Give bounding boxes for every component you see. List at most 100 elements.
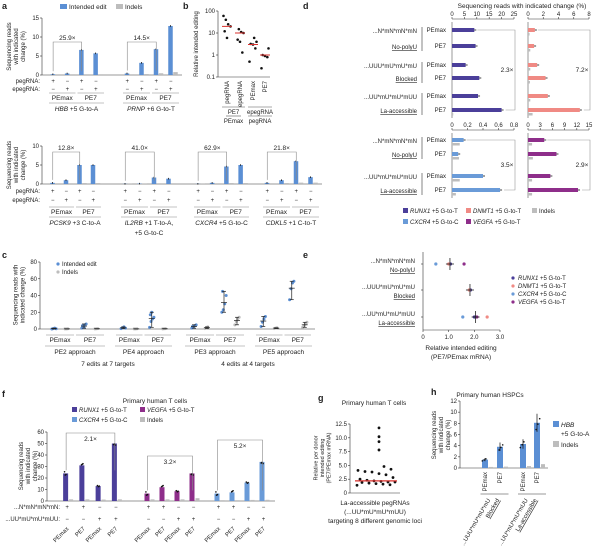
bar-indels xyxy=(452,99,453,102)
editor-label: PE7 xyxy=(152,337,165,344)
legend-swatch xyxy=(403,219,408,224)
data-point-CXCR4 xyxy=(461,315,465,319)
sign: + xyxy=(217,505,221,511)
data-point xyxy=(267,47,270,50)
bar-indels xyxy=(528,157,533,160)
data-point xyxy=(377,472,381,476)
bar-indels xyxy=(452,33,453,36)
bar-intended-edit xyxy=(63,473,69,501)
target-label: Indels xyxy=(147,418,163,424)
editor-label: PE7 xyxy=(435,188,447,194)
bar-indels xyxy=(220,500,225,501)
sign: + xyxy=(152,189,156,195)
gene-name: DNMT1 xyxy=(473,209,494,215)
y-tick-label: 1 xyxy=(212,53,216,59)
sign: + xyxy=(64,198,68,204)
y-tick-label: 10 xyxy=(32,35,39,41)
bar-indels xyxy=(101,499,106,501)
sign: − xyxy=(162,517,166,523)
y-tick-label: 0 xyxy=(344,491,348,497)
sign: − xyxy=(140,79,144,85)
sign: − xyxy=(262,505,266,511)
editor-label: PE7 xyxy=(84,337,97,344)
fold-change-label: 21.8× xyxy=(274,145,291,152)
data-point xyxy=(381,482,385,486)
bar-intended-edit xyxy=(189,473,195,501)
data-point xyxy=(225,36,229,40)
approach-label: PE3 approach xyxy=(194,349,236,356)
y-tick-label: 5 xyxy=(36,54,40,60)
replicate-point xyxy=(245,481,248,483)
sign: + xyxy=(196,189,200,195)
x-tick-label: 0 xyxy=(450,12,454,18)
x-axis-label: Relative intended editing xyxy=(425,345,497,352)
sign: + xyxy=(247,517,251,523)
row-label: epegRNA: xyxy=(12,87,40,93)
y-axis-label: Sequencing readswith indicatedchange (%) xyxy=(7,141,27,189)
bar-indels xyxy=(528,68,531,71)
edit-name: +5 G-to-C xyxy=(538,292,567,298)
bar-indels xyxy=(85,499,90,501)
bar-intended-edit xyxy=(452,174,483,178)
sign: − xyxy=(265,198,269,204)
data-point xyxy=(370,470,374,474)
bar-indels xyxy=(452,81,453,84)
group-label: pegRNA xyxy=(249,119,272,125)
sign: − xyxy=(147,517,151,523)
y-tick-label: 30 xyxy=(37,465,44,471)
label-line: with indicated xyxy=(439,417,445,454)
sign: − xyxy=(169,79,173,85)
editor-label: PEmax xyxy=(164,526,182,544)
sign: − xyxy=(91,189,95,195)
target-label: DNMT1 +5 G-to-T xyxy=(518,284,567,290)
legend-swatch-indels xyxy=(553,441,559,447)
data-point xyxy=(241,51,244,54)
bar-intended-edit xyxy=(528,174,551,178)
fold-change-label: 62.9× xyxy=(204,145,221,152)
editor-label: PE7 xyxy=(159,95,172,102)
edit-name: +5 G-to-C xyxy=(99,418,128,424)
pegRNA-variant-label: ...UUU*mU*mU*mU xyxy=(364,64,417,70)
editor-label: PE7 xyxy=(292,337,305,344)
editor-label: PEmax xyxy=(427,138,446,144)
label-line: Sequencing reads xyxy=(432,411,438,459)
replicate-point xyxy=(521,443,523,446)
x-tick-label: 4 xyxy=(557,12,561,18)
bar-indels xyxy=(95,183,101,184)
x-tick-label: 0 xyxy=(526,123,530,129)
y-tick-label: 20 xyxy=(30,310,37,316)
edit-name-line2: +5 G-to-C xyxy=(135,230,164,237)
data-point-CXCR4 xyxy=(434,262,438,266)
sign: + xyxy=(91,198,95,204)
label-line: with indicated xyxy=(14,28,20,65)
fold-change-label: 2.3× xyxy=(501,67,514,74)
edit-name: +3 C-to-A xyxy=(71,220,101,227)
editor-label: PEmax xyxy=(427,174,446,180)
target-label: RUNX1 +5 G-to-T xyxy=(79,408,127,414)
pegRNA-variant-name: La-accessible xyxy=(380,109,417,115)
fold-bracket xyxy=(126,41,157,71)
editor-label: PE7 xyxy=(107,526,120,539)
sign: − xyxy=(123,198,127,204)
bar-indels xyxy=(235,500,240,501)
bar-indels xyxy=(250,499,255,501)
y-tick-label: 60 xyxy=(37,430,44,436)
panel-letter: c xyxy=(2,250,7,260)
bar-indels xyxy=(452,143,460,146)
bar-indels xyxy=(127,183,133,184)
editor-label: PEmax xyxy=(126,95,148,102)
data-point-indels xyxy=(305,320,309,324)
data-point xyxy=(226,22,230,26)
y-tick-label: 0 xyxy=(36,182,40,188)
fold-bracket xyxy=(547,139,591,191)
data-point xyxy=(224,18,228,22)
gene-name: VEGFA xyxy=(473,220,493,226)
fold-change-label: 3.5× xyxy=(501,162,514,169)
chart-title: Primary human T cells xyxy=(342,400,407,407)
legend-marker xyxy=(511,292,515,296)
y-tick-label: 7.5 xyxy=(339,450,348,456)
replicate-point xyxy=(82,462,84,465)
data-point xyxy=(382,465,386,468)
pegRNA-variant-label: ...UU*mU*mU*mUU xyxy=(364,95,417,101)
fold-bracket xyxy=(217,439,263,491)
